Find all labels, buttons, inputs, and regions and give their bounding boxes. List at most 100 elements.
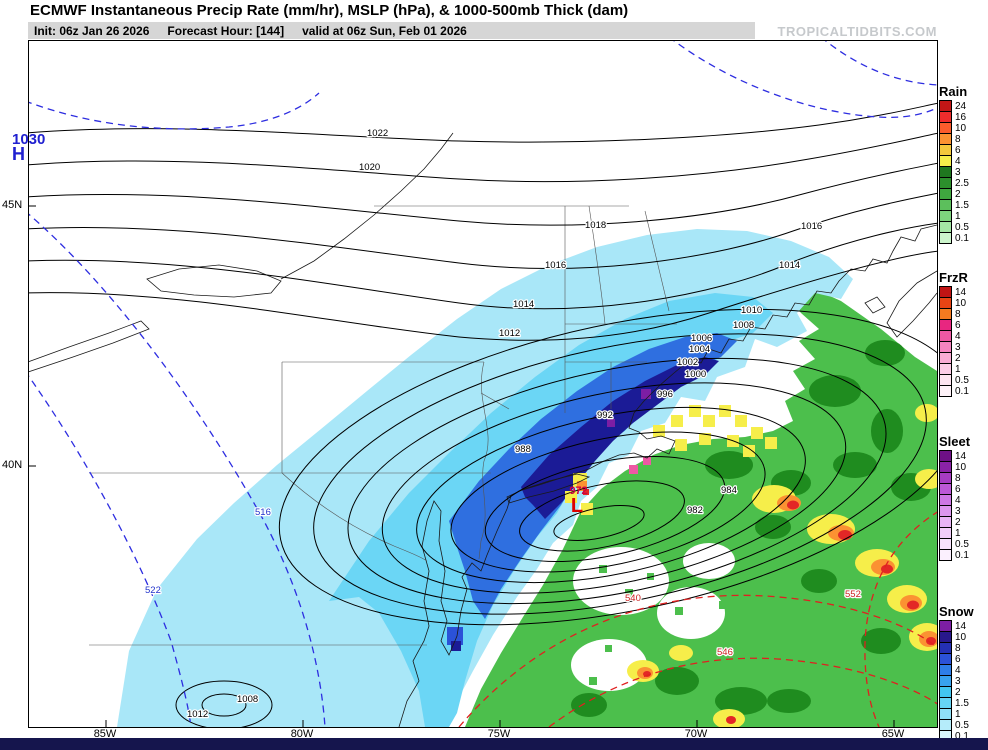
map-canvas: 1022 1020 1018 1016 1014 1012 1016 1014 1010 1008… xyxy=(29,41,937,727)
contour-label: 540 xyxy=(625,593,641,604)
bottom-bar xyxy=(0,738,988,750)
legend-value: 1 xyxy=(955,364,961,375)
contour-label: 982 xyxy=(687,505,703,516)
legend-row: 0.1 xyxy=(939,549,988,561)
legend-value: 4 xyxy=(955,495,961,506)
legend-scale-title: Sleet xyxy=(939,434,971,449)
latitude-axis: 45N 40N xyxy=(0,0,26,750)
legend-row: 6 xyxy=(939,144,988,156)
legend-scale-title: Snow xyxy=(939,604,974,619)
rain-shading xyxy=(465,283,937,727)
legend-value: 0.1 xyxy=(955,731,969,742)
legend-value: 8 xyxy=(955,134,961,145)
forecast-map: 1022 1020 1018 1016 1014 1012 1016 1014 1010 1008… xyxy=(28,40,938,728)
legend-value: 2 xyxy=(955,189,961,200)
precip-legend: Rain 24 16 10 8 6 4 3 2.5 2 1.5 1 0.5 0.1 FrzR 14 10 8 6 4 3… xyxy=(939,40,988,742)
legend-value: 6 xyxy=(955,320,961,331)
legend-value: 2.5 xyxy=(955,178,969,189)
contour-label: 1002 xyxy=(677,357,698,368)
contour-label: 1020 xyxy=(359,162,380,173)
legend-value: 10 xyxy=(955,632,967,643)
legend-value: 3 xyxy=(955,342,961,353)
lon-tick-label: 75W xyxy=(487,728,511,740)
mixed-precip-cells xyxy=(565,405,777,515)
lon-tick-label: 80W xyxy=(290,728,314,740)
contour-label: 1008 xyxy=(733,320,754,331)
legend-value: 14 xyxy=(955,621,967,632)
lon-tick-label: 65W xyxy=(881,728,905,740)
contour-label: 1014 xyxy=(513,299,534,310)
legend-value: 0.5 xyxy=(955,375,969,386)
contour-label: 1004 xyxy=(689,344,710,355)
legend-value: 1.5 xyxy=(955,698,969,709)
thickness-contours xyxy=(29,41,937,727)
legend-value: 6 xyxy=(955,145,961,156)
longitude-axis: 85W 80W 75W 70W 65W xyxy=(0,728,988,740)
legend-value: 3 xyxy=(955,167,961,178)
legend-scale-title: Rain xyxy=(939,84,968,99)
legend-value: 0.1 xyxy=(955,550,969,561)
legend-value: 10 xyxy=(955,462,967,473)
legend-value: 14 xyxy=(955,287,967,298)
contour-label: 1012 xyxy=(187,709,208,720)
legend-value: 3 xyxy=(955,506,961,517)
mslp-contours xyxy=(29,102,937,727)
lon-tick-label: 70W xyxy=(684,728,708,740)
legend-value: 0.5 xyxy=(955,539,969,550)
legend-value: 3 xyxy=(955,676,961,687)
watermark: TROPICALTIDBITS.COM xyxy=(777,24,937,39)
contour-label: 992 xyxy=(597,410,613,421)
legend-value: 1 xyxy=(955,709,961,720)
legend-swatch xyxy=(939,385,952,397)
legend-scale-title: FrzR xyxy=(939,270,968,285)
legend-scale-snow: Snow 14 10 8 6 4 3 2 1.5 1 0.5 0.1 xyxy=(939,604,988,742)
legend-value: 8 xyxy=(955,309,961,320)
high-pressure-marker: 1030 H xyxy=(12,132,52,164)
low-pressure-letter: L xyxy=(570,495,584,517)
legend-value: 6 xyxy=(955,654,961,665)
legend-value: 0.5 xyxy=(955,720,969,731)
legend-scale-frzr: FrzR 14 10 8 6 4 3 2 1 0.5 0.1 xyxy=(939,270,988,397)
legend-value: 14 xyxy=(955,451,967,462)
legend-value: 10 xyxy=(955,123,967,134)
legend-value: 2 xyxy=(955,517,961,528)
legend-value: 2 xyxy=(955,687,961,698)
legend-value: 24 xyxy=(955,101,967,112)
legend-row: 2 xyxy=(939,516,988,528)
legend-value: 0.1 xyxy=(955,386,969,397)
legend-row: 0.1 xyxy=(939,385,988,397)
low-pressure-marker: 972 L xyxy=(560,485,594,517)
page-title: ECMWF Instantaneous Precip Rate (mm/hr),… xyxy=(30,2,629,19)
legend-value: 16 xyxy=(955,112,967,123)
legend-value: 2 xyxy=(955,353,961,364)
contour-label: 1008 xyxy=(237,694,258,705)
lat-tick-label: 40N xyxy=(2,459,23,471)
contour-label: 1016 xyxy=(545,260,566,271)
legend-value: 0.5 xyxy=(955,222,969,233)
contour-label: 984 xyxy=(721,485,737,496)
lon-tick-label: 85W xyxy=(93,728,117,740)
legend-row: 3 xyxy=(939,166,988,178)
legend-value: 4 xyxy=(955,331,961,342)
legend-value: 1.5 xyxy=(955,200,969,211)
legend-row: 0.1 xyxy=(939,232,988,244)
contour-label-layer: 1022 1020 1018 1016 1014 1012 1016 1014 1010 1008… xyxy=(144,127,862,722)
lat-tick-label: 45N xyxy=(2,199,23,211)
low-pressure-value: 972 xyxy=(569,485,588,497)
contour-label: 1016 xyxy=(801,221,822,232)
legend-value: 1 xyxy=(955,528,961,539)
forecast-hour: Forecast Hour: [144] xyxy=(167,23,285,38)
valid-time: valid at 06z Sun, Feb 01 2026 xyxy=(302,23,467,38)
snow-shading xyxy=(117,229,853,727)
init-time: Init: 06z Jan 26 2026 xyxy=(34,23,150,38)
contour-label: 522 xyxy=(145,585,161,596)
contour-label: 1012 xyxy=(499,328,520,339)
legend-row: 14 xyxy=(939,620,988,632)
contour-label: 546 xyxy=(717,647,733,658)
legend-value: 1 xyxy=(955,211,961,222)
contour-label: 552 xyxy=(845,589,861,600)
legend-swatch xyxy=(939,549,952,561)
high-pressure-letter: H xyxy=(12,144,25,164)
contour-label: 1014 xyxy=(779,260,800,271)
